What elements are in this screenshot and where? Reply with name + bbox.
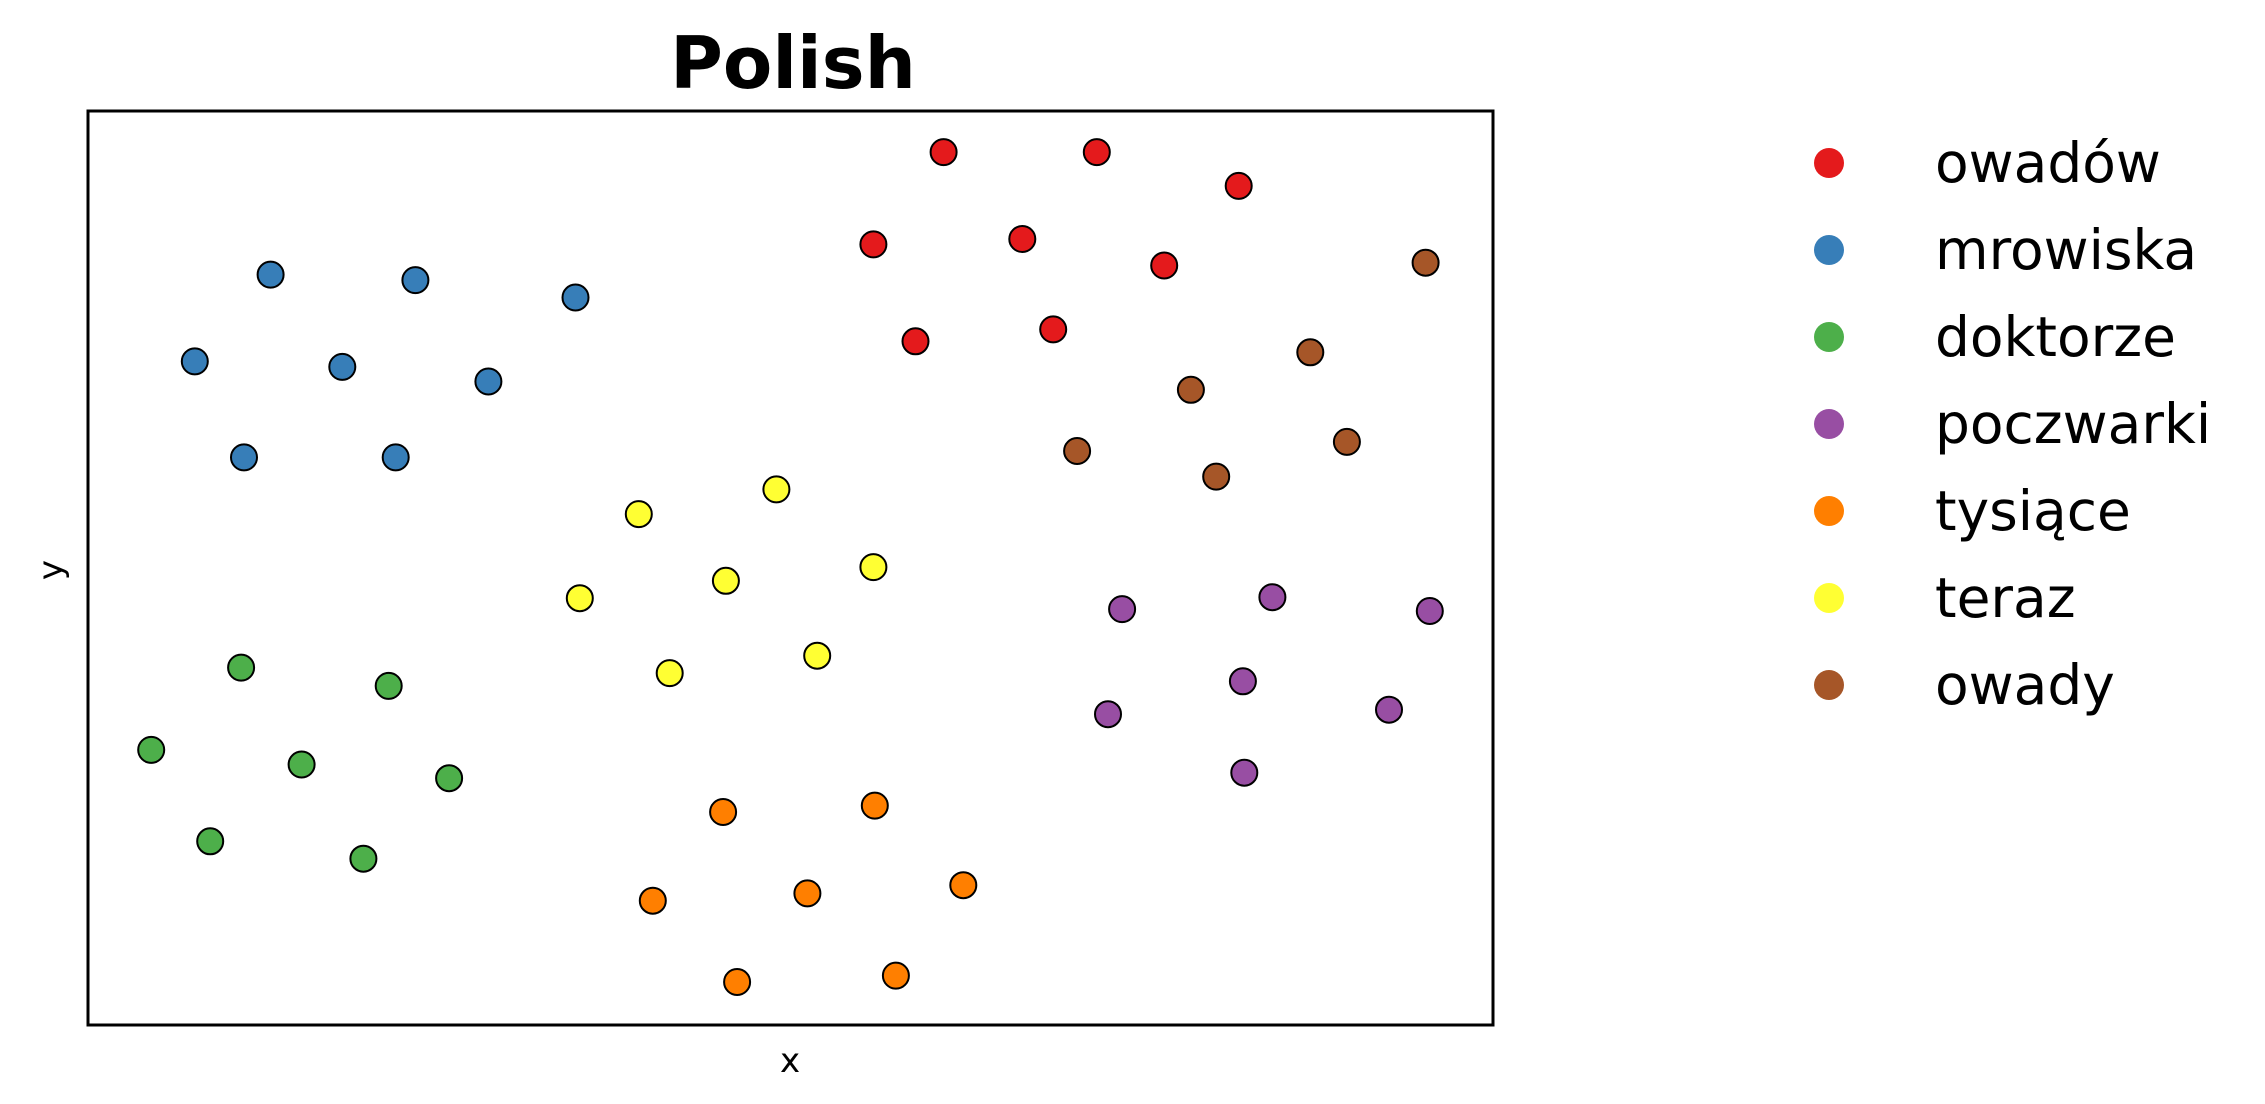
legend-marker-1 xyxy=(1814,235,1844,265)
x-axis-label: x xyxy=(780,1041,800,1081)
data-point-s0-p3 xyxy=(859,230,888,259)
data-point-s5-p5 xyxy=(655,659,684,688)
data-point-s1-p0 xyxy=(256,260,285,289)
data-point-s0-p2 xyxy=(1224,171,1253,200)
legend-marker-3 xyxy=(1814,409,1844,439)
data-point-s5-p6 xyxy=(803,641,832,670)
data-point-s6-p4 xyxy=(1332,427,1361,456)
chart-title: Polish xyxy=(670,21,916,105)
data-point-s3-p4 xyxy=(1094,700,1122,729)
data-point-s4-p1 xyxy=(860,791,889,820)
data-point-s4-p0 xyxy=(709,798,738,826)
data-point-s1-p7 xyxy=(381,443,410,472)
data-point-s5-p0 xyxy=(762,475,791,504)
plot-area xyxy=(86,109,1495,1027)
data-point-s0-p1 xyxy=(1082,138,1111,167)
data-point-s2-p6 xyxy=(349,844,378,873)
data-point-s1-p4 xyxy=(328,352,357,381)
legend-label-0: owadów xyxy=(1935,131,2161,195)
legend-marker-0 xyxy=(1814,148,1844,178)
data-point-s3-p6 xyxy=(1230,758,1259,787)
legend-marker-6 xyxy=(1814,670,1844,700)
data-point-s2-p0 xyxy=(227,653,256,682)
legend-label-3: poczwarki xyxy=(1935,392,2211,456)
data-point-s6-p5 xyxy=(1202,462,1231,491)
legend-marker-4 xyxy=(1814,496,1844,526)
data-point-s4-p6 xyxy=(881,961,910,990)
data-point-s5-p2 xyxy=(859,553,888,582)
data-point-s1-p3 xyxy=(180,347,209,376)
data-point-s1-p5 xyxy=(474,367,503,396)
data-point-s3-p0 xyxy=(1108,595,1137,624)
data-point-s4-p2 xyxy=(638,886,667,915)
legend-label-4: tysiące xyxy=(1935,479,2131,543)
legend-label-6: owady xyxy=(1935,653,2115,717)
data-point-s3-p2 xyxy=(1415,597,1444,625)
data-point-s1-p6 xyxy=(230,443,258,472)
data-point-s6-p2 xyxy=(1176,375,1205,404)
data-point-s3-p1 xyxy=(1258,583,1287,612)
legend-label-1: mrowiska xyxy=(1935,218,2197,282)
legend-label-2: doktorze xyxy=(1935,305,2176,369)
data-points xyxy=(137,138,1444,996)
data-point-s6-p1 xyxy=(1296,338,1325,367)
data-point-s0-p0 xyxy=(929,138,958,167)
data-point-s2-p3 xyxy=(287,750,316,779)
data-point-s4-p3 xyxy=(793,879,822,908)
data-point-s5-p4 xyxy=(565,584,594,613)
data-point-s2-p2 xyxy=(137,735,166,764)
data-point-s5-p1 xyxy=(624,500,653,529)
data-point-s2-p4 xyxy=(435,764,464,793)
data-point-s3-p3 xyxy=(1228,667,1257,696)
data-point-s4-p5 xyxy=(723,968,752,996)
data-point-s2-p5 xyxy=(196,827,225,856)
data-point-s0-p5 xyxy=(1150,251,1179,280)
legend-marker-5 xyxy=(1814,583,1844,613)
data-point-s0-p7 xyxy=(1039,315,1068,344)
legend: owadów mrowiska doktorze poczwarki tysiące te… xyxy=(1814,131,2211,717)
data-point-s0-p6 xyxy=(901,327,930,356)
legend-marker-2 xyxy=(1814,322,1844,352)
data-point-s6-p0 xyxy=(1411,248,1440,277)
data-point-s2-p1 xyxy=(374,671,403,700)
data-point-s1-p2 xyxy=(561,283,590,312)
data-point-s1-p1 xyxy=(401,266,430,295)
data-point-s3-p5 xyxy=(1375,695,1403,724)
legend-label-5: teraz xyxy=(1935,566,2076,630)
y-axis-label: y xyxy=(31,560,71,580)
data-point-s0-p4 xyxy=(1008,225,1037,253)
data-point-s6-p3 xyxy=(1063,437,1092,465)
data-point-s4-p4 xyxy=(949,871,978,900)
data-point-s5-p3 xyxy=(711,566,740,595)
